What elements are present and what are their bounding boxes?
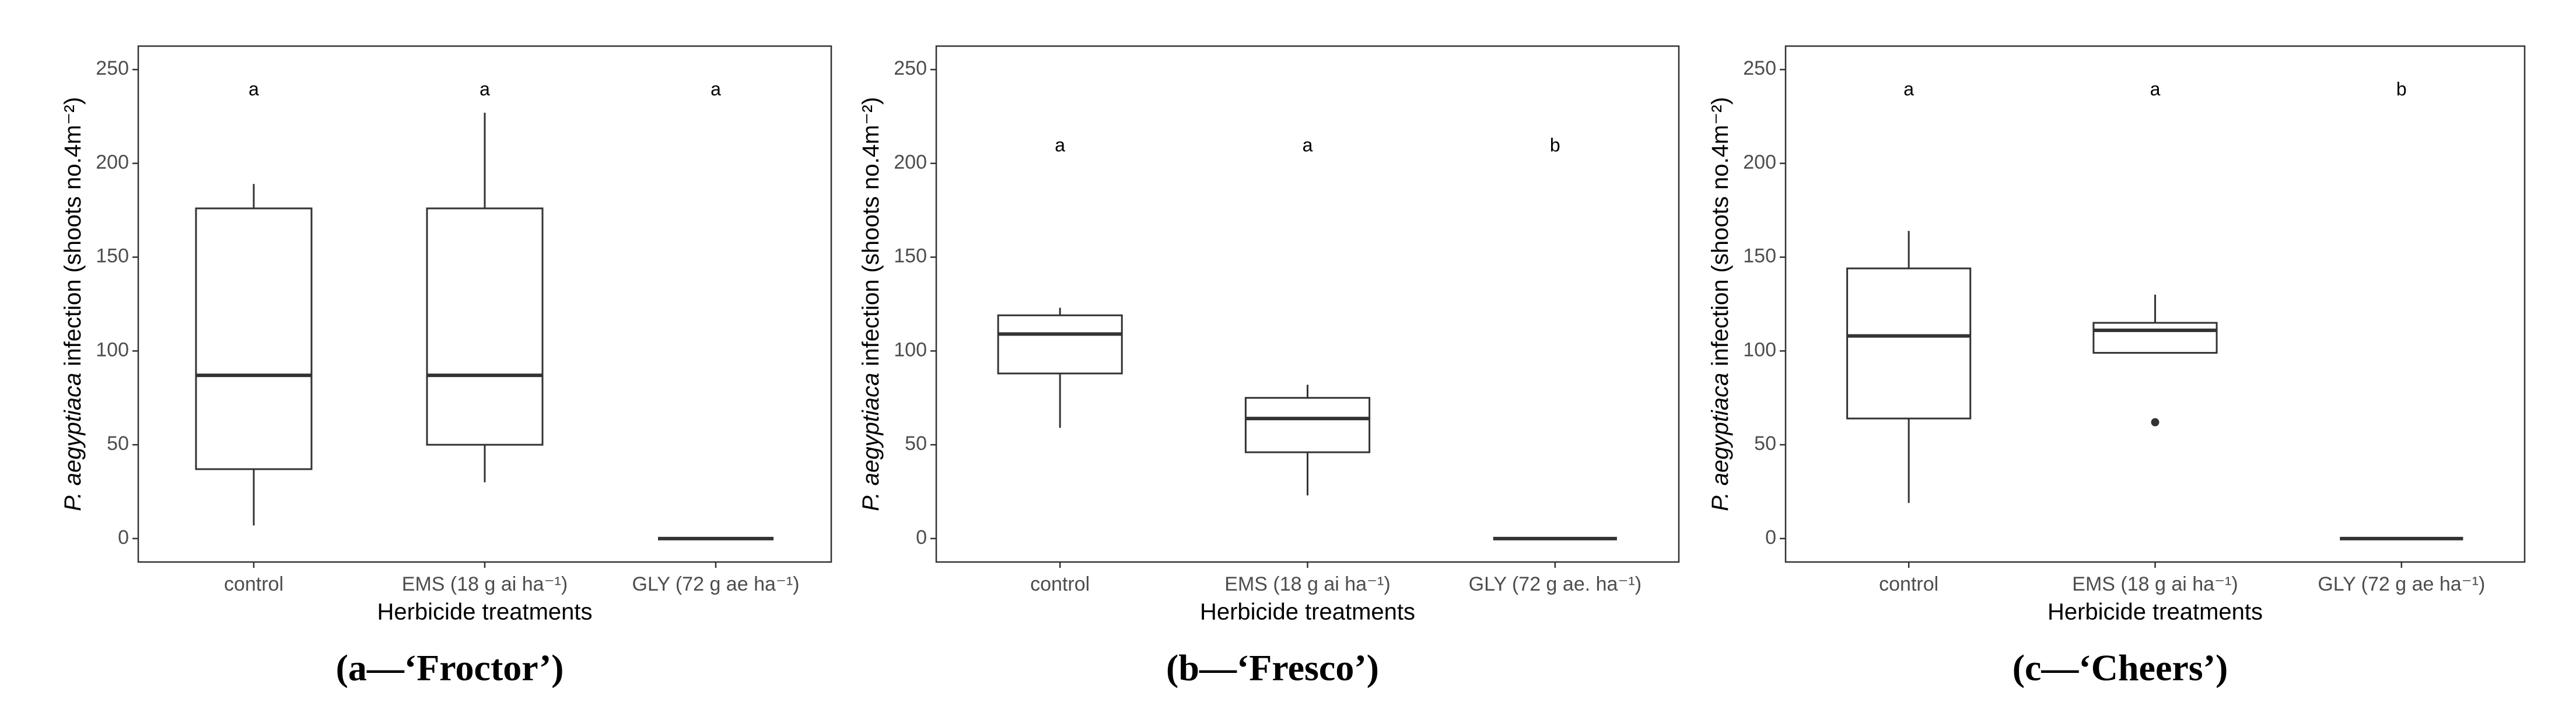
outlier [2151,418,2160,427]
panel: 0 50 100 150 200 250 P. aegyptiaca infection (… [60,45,832,689]
y-axis-title-species: P. aegyptiaca [858,373,884,511]
x-tick-label: control [1030,573,1090,595]
y-tick-label: 150 [96,245,129,267]
x-tick-label: EMS (18 g ai ha⁻¹) [2072,573,2238,595]
group-letter: a [2150,78,2161,99]
y-tick-label: 0 [916,526,927,549]
y-tick-label: 50 [107,432,129,455]
box [2092,322,2218,354]
x-tick-label: GLY (72 g ae ha⁻¹) [2318,573,2485,595]
y-tick-label: 0 [1765,526,1776,549]
panel-title: (a—‘Froctor’) [336,647,564,689]
y-tick-label: 150 [894,245,927,267]
group-letter: b [1550,134,1560,155]
group-letter: a [1055,134,1065,155]
group-letter: a [480,78,490,99]
box [426,207,544,446]
group-letter: a [1903,78,1914,99]
y-tick-label: 100 [894,338,927,361]
x-tick-label: control [1879,573,1938,595]
x-tick-label: control [224,573,284,595]
y-axis-title-unit: infection (shoots no.4m⁻²) [1707,97,1733,372]
y-axis-title: P. aegyptiaca infection (shoots no.4m⁻²) [858,97,884,511]
y-axis-title-unit: infection (shoots no.4m⁻²) [60,97,86,372]
y-tick-label: 250 [1743,57,1776,79]
y-tick-label: 200 [1743,151,1776,173]
y-tick-label: 200 [894,151,927,173]
y-axis-title-unit: infection (shoots no.4m⁻²) [858,97,884,372]
group-letter: a [249,78,259,99]
x-tick-label: EMS (18 g ai ha⁻¹) [402,573,568,595]
group-letter: a [1303,134,1313,155]
y-tick-label: 250 [894,57,927,79]
y-axis-title: P. aegyptiaca infection (shoots no.4m⁻²) [1707,97,1733,511]
box [195,207,313,470]
x-tick-label: EMS (18 g ai ha⁻¹) [1224,573,1390,595]
x-axis-title: Herbicide treatments [1200,599,1415,625]
y-tick-label: 250 [96,57,129,79]
y-tick-label: 100 [96,338,129,361]
panel-title: (c—‘Cheers’) [2013,647,2228,689]
y-axis-title: P. aegyptiaca infection (shoots no.4m⁻²) [60,97,86,511]
panel: 0 50 100 150 200 250 P. aegyptiaca infection (… [1707,45,2526,689]
panel-title: (b—‘Fresco’) [1166,647,1379,689]
y-tick-label: 50 [905,432,927,455]
y-tick-label: 50 [1754,432,1776,455]
y-axis-title-species: P. aegyptiaca [60,373,86,511]
y-axis-title-species: P. aegyptiaca [1707,373,1733,511]
group-letter: a [710,78,721,99]
box [997,314,1123,375]
x-tick-label: GLY (72 g ae. ha⁻¹) [1469,573,1642,595]
y-tick-label: 0 [118,526,129,549]
y-tick-label: 100 [1743,338,1776,361]
panel: 0 50 100 150 200 250 P. aegyptiaca infection (… [858,45,1680,689]
y-tick-label: 200 [96,151,129,173]
group-letter: b [2396,78,2407,99]
x-axis-title: Herbicide treatments [377,599,592,625]
x-axis-title: Herbicide treatments [2048,599,2263,625]
x-tick-label: GLY (72 g ae ha⁻¹) [632,573,800,595]
box [1244,397,1371,453]
y-tick-label: 150 [1743,245,1776,267]
box [1846,267,1972,420]
